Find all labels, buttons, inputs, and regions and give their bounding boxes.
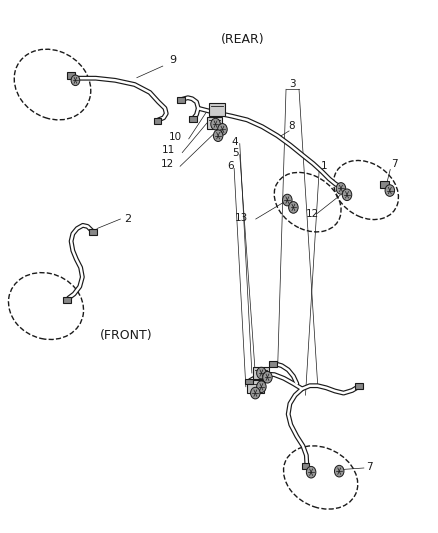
Text: 11: 11 xyxy=(162,145,175,155)
Circle shape xyxy=(257,381,266,393)
Circle shape xyxy=(385,185,395,196)
Text: 8: 8 xyxy=(288,122,295,131)
Circle shape xyxy=(263,372,272,383)
Text: 6: 6 xyxy=(227,161,234,171)
Text: 12: 12 xyxy=(160,159,173,169)
Bar xyxy=(247,381,264,393)
Bar xyxy=(253,367,269,379)
Bar xyxy=(67,72,75,79)
Circle shape xyxy=(211,118,220,130)
Circle shape xyxy=(71,75,80,86)
Text: 3: 3 xyxy=(289,79,296,89)
Text: (REAR): (REAR) xyxy=(221,33,265,46)
Circle shape xyxy=(213,130,223,141)
Bar xyxy=(189,116,197,122)
Bar xyxy=(380,181,389,188)
Text: 5: 5 xyxy=(232,148,238,158)
Circle shape xyxy=(289,201,298,213)
Bar xyxy=(207,117,222,129)
Circle shape xyxy=(218,124,227,135)
Text: 12: 12 xyxy=(306,209,319,220)
Circle shape xyxy=(257,367,266,379)
Text: 1: 1 xyxy=(321,161,327,171)
Bar xyxy=(63,297,71,303)
Circle shape xyxy=(342,189,352,200)
Circle shape xyxy=(335,465,344,477)
Bar xyxy=(355,383,363,389)
Text: 4: 4 xyxy=(232,137,238,147)
Bar xyxy=(302,463,309,469)
Bar xyxy=(245,378,253,384)
Text: 2: 2 xyxy=(124,214,131,224)
Circle shape xyxy=(336,183,346,194)
Bar xyxy=(154,118,162,124)
Text: 10: 10 xyxy=(169,132,182,142)
Text: 7: 7 xyxy=(391,159,398,169)
Circle shape xyxy=(283,194,292,206)
Bar xyxy=(208,103,225,116)
Bar xyxy=(177,97,185,103)
Circle shape xyxy=(251,387,260,399)
Text: (FRONT): (FRONT) xyxy=(100,328,152,342)
Text: 7: 7 xyxy=(366,462,373,472)
Circle shape xyxy=(306,466,316,478)
Bar xyxy=(89,229,97,235)
Bar xyxy=(269,361,277,367)
Text: 13: 13 xyxy=(235,213,248,223)
Text: 9: 9 xyxy=(169,55,177,66)
